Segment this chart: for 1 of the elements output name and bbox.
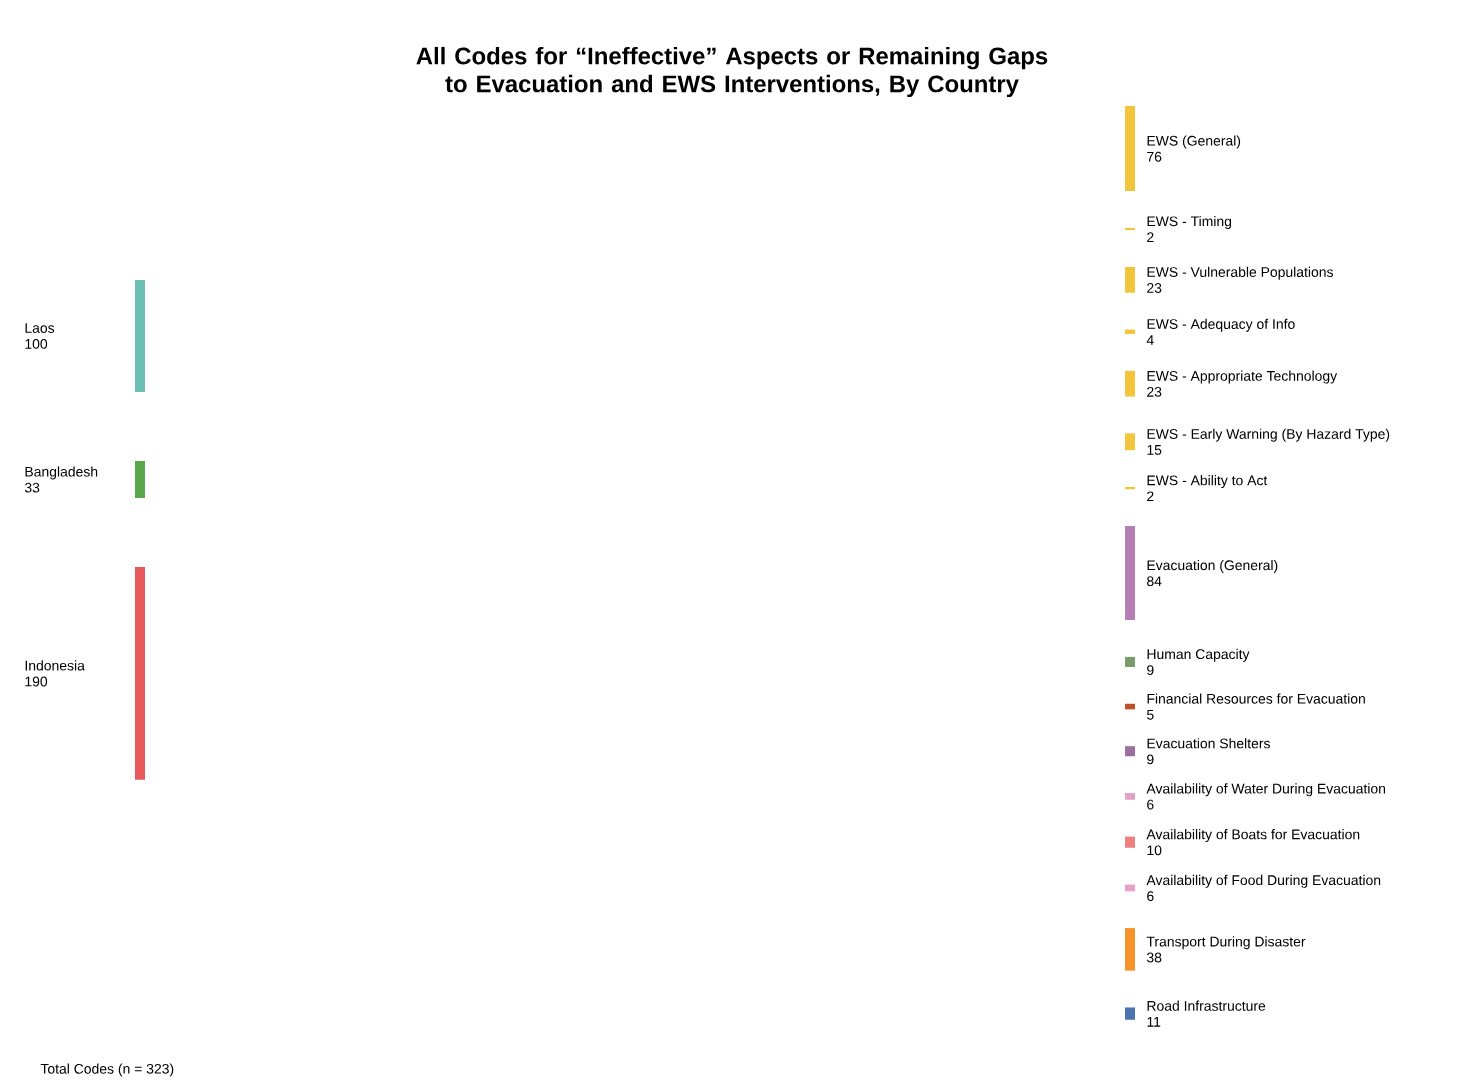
text: All Codes for “Ineffective” Aspects or Remaining Gaps to Evacuation and EWS Interventions, By Country bbox=[416, 46, 1048, 98]
